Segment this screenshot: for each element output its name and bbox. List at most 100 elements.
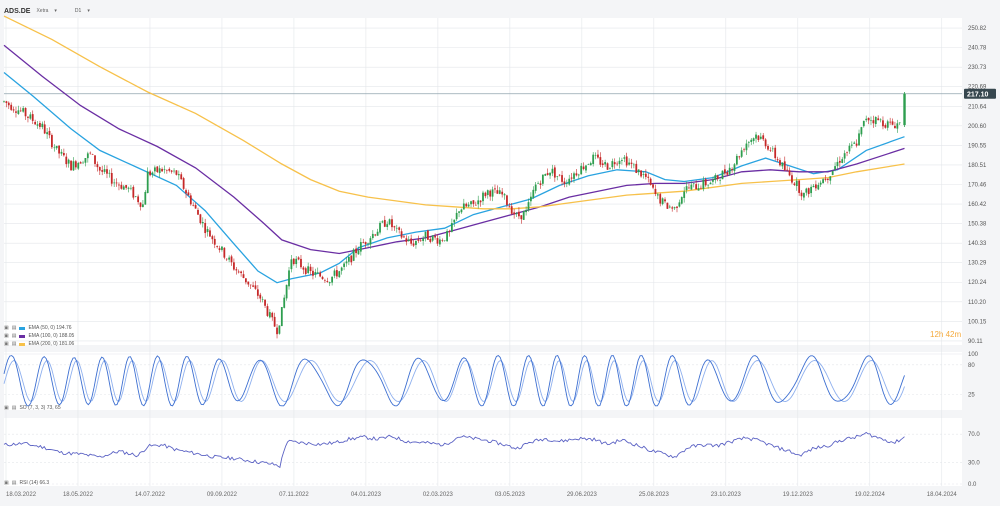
- candle-body: [300, 258, 302, 268]
- legend-ema100[interactable]: ▣ ▤ EMA (100, 0) 188.05: [4, 333, 74, 339]
- settings-icon[interactable]: ▤: [11, 341, 17, 347]
- symbol-label[interactable]: ADS.DE: [4, 7, 31, 15]
- settings-icon[interactable]: ▤: [11, 333, 17, 339]
- eye-icon[interactable]: ▣: [4, 480, 9, 486]
- candle-body: [405, 238, 408, 242]
- timeframe-chevron-down-icon[interactable]: ▾: [87, 8, 90, 14]
- candle-body: [587, 164, 590, 165]
- candle-body: [668, 206, 671, 208]
- candle-body: [470, 201, 472, 205]
- candle-body: [209, 230, 211, 237]
- candle-body: [838, 160, 841, 163]
- candle-body: [621, 160, 623, 161]
- candle-body: [180, 174, 183, 180]
- candle-body: [458, 211, 460, 213]
- candle-body: [19, 110, 22, 112]
- y-tick-label: 240.78: [968, 46, 987, 52]
- candle-body: [776, 159, 779, 161]
- legend-ema50[interactable]: ▣ ▤ EMA (50, 0) 194.76: [4, 325, 72, 331]
- candle-body: [242, 274, 245, 278]
- settings-icon[interactable]: ▤: [11, 325, 17, 331]
- candle-body: [285, 284, 288, 299]
- eye-icon[interactable]: ▣: [4, 333, 9, 339]
- candle-body: [702, 179, 705, 190]
- candle-body: [194, 205, 197, 209]
- candle-body: [774, 147, 777, 159]
- candle-body: [352, 249, 355, 261]
- candle-body: [874, 117, 877, 125]
- candle-body: [697, 188, 700, 191]
- candle-body: [391, 219, 393, 228]
- candle-body: [290, 259, 293, 270]
- candle-body: [362, 242, 365, 243]
- candle-body: [879, 119, 882, 121]
- candle-body: [434, 236, 436, 238]
- candle-body: [84, 158, 87, 163]
- candle-body: [27, 116, 29, 118]
- legend-ema200-label: EMA (200, 0) 181.06: [28, 341, 75, 347]
- candle-body: [91, 154, 94, 155]
- legend-stochastic[interactable]: ▣ ▤ SO (7, 3, 3) 73, 65: [4, 405, 61, 411]
- candle-body: [412, 243, 415, 246]
- candle-body: [450, 223, 453, 232]
- candle-body: [455, 212, 458, 220]
- candle-body: [67, 159, 70, 164]
- legend-ema200[interactable]: ▣ ▤ EMA (200, 0) 181.06: [4, 341, 74, 347]
- stochastic-tick-label: 80: [968, 363, 975, 369]
- eye-icon[interactable]: ▣: [4, 405, 9, 411]
- candle-body: [130, 187, 132, 189]
- candle-body: [189, 195, 192, 205]
- candle-body: [673, 207, 676, 209]
- eye-icon[interactable]: ▣: [4, 325, 9, 331]
- candle-body: [489, 190, 492, 197]
- candle-body: [422, 238, 425, 242]
- candle-body: [309, 266, 312, 271]
- candle-body: [594, 155, 597, 156]
- candle-body: [168, 168, 171, 171]
- candle-body: [273, 316, 276, 327]
- candle-body: [314, 272, 317, 275]
- settings-icon[interactable]: ▤: [11, 405, 17, 411]
- eye-icon[interactable]: ▣: [4, 341, 9, 347]
- candle-body: [240, 271, 243, 274]
- candle-body: [304, 268, 307, 274]
- candle-body: [158, 168, 161, 174]
- candle-body: [707, 184, 710, 186]
- candle-body: [826, 178, 829, 180]
- candle-body: [577, 174, 580, 176]
- candle-body: [803, 192, 805, 198]
- candle-body: [134, 196, 137, 198]
- x-tick-label: 18.04.2024: [927, 492, 958, 498]
- candle-body: [410, 238, 413, 244]
- candle-body: [788, 170, 791, 176]
- candle-body: [740, 150, 743, 157]
- chevron-down-icon[interactable]: ▾: [54, 8, 57, 14]
- candle-body: [187, 192, 190, 196]
- candle-body: [714, 175, 717, 181]
- candle-body: [357, 250, 360, 255]
- stochastic-k-line: [3, 354, 905, 407]
- candle-body: [482, 192, 484, 202]
- candle-body: [17, 110, 20, 114]
- candle-body: [515, 213, 518, 215]
- candle-body: [604, 162, 607, 165]
- candle-body: [695, 184, 698, 190]
- candle-body: [261, 299, 264, 300]
- timeframe-label[interactable]: D1: [74, 8, 82, 14]
- candle-body: [96, 164, 99, 168]
- candle-body: [82, 162, 84, 164]
- candle-body: [551, 168, 554, 174]
- legend-rsi[interactable]: ▣ ▤ RSI (14) 66.3: [4, 480, 49, 486]
- candle-body: [381, 221, 384, 223]
- candle-body: [199, 214, 202, 224]
- candle-body: [843, 153, 846, 159]
- candle-body: [328, 282, 331, 284]
- rsi-tick-label: 70.0: [968, 432, 980, 438]
- candle-body: [46, 132, 49, 135]
- settings-icon[interactable]: ▤: [11, 480, 17, 486]
- candle-body: [58, 145, 60, 154]
- candle-body: [321, 276, 324, 280]
